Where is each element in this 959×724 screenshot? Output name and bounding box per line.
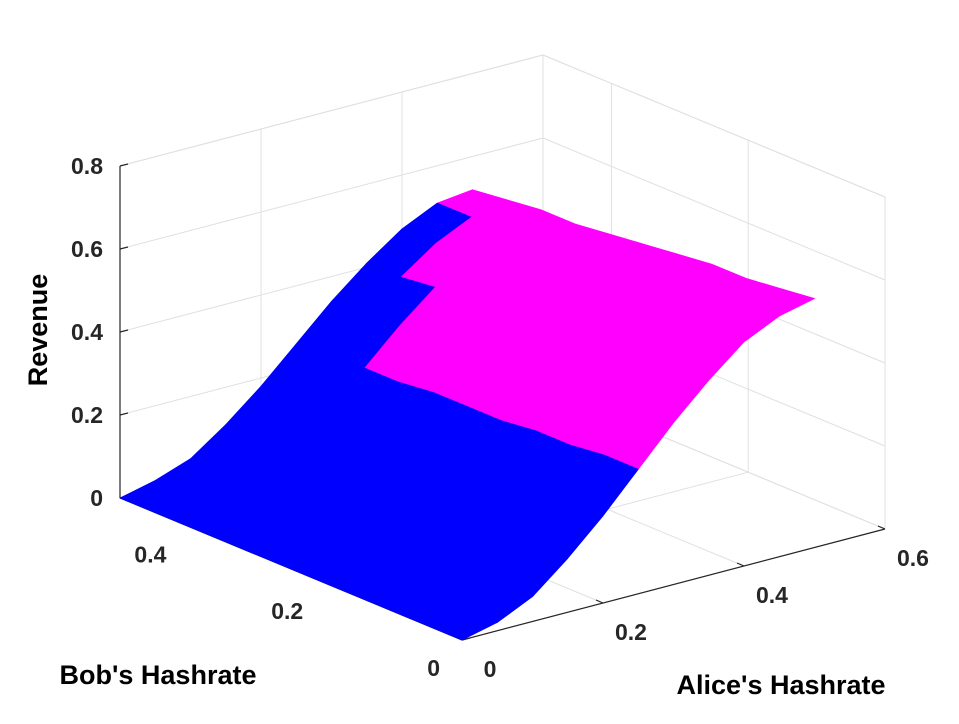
z-tick-label: 0.2: [71, 402, 103, 428]
y-tick-label: 0: [427, 655, 440, 681]
z-tick-label: 0.6: [71, 236, 103, 262]
x-tick: [595, 599, 604, 604]
grid-line: [542, 54, 886, 198]
z-axis-label: Revenue: [23, 274, 53, 387]
grid-line: [119, 137, 544, 250]
y-axis-label: Bob's Hashrate: [60, 660, 257, 690]
x-tick: [877, 525, 886, 530]
z-tick: [119, 412, 129, 416]
x-tick-label: 0.6: [897, 545, 929, 571]
x-tick: [736, 562, 745, 567]
x-tick-label: 0: [484, 656, 497, 682]
surface-cell: [427, 607, 498, 641]
x-tick-label: 0.2: [615, 619, 647, 645]
x-axis-label: Alice's Hashrate: [676, 670, 885, 700]
z-tick: [119, 329, 129, 333]
z-tick-label: 0: [90, 485, 103, 511]
y-tick-label: 0.2: [271, 598, 303, 624]
z-tick-label: 0.4: [71, 319, 103, 345]
grid-line: [542, 137, 886, 281]
grid-line: [119, 54, 544, 167]
x-tick-label: 0.4: [756, 582, 788, 608]
z-tick-label: 0.8: [71, 153, 103, 179]
x-axis: [461, 528, 886, 641]
y-tick-label: 0.4: [134, 541, 166, 567]
z-tick: [119, 163, 129, 167]
z-tick: [119, 246, 129, 250]
